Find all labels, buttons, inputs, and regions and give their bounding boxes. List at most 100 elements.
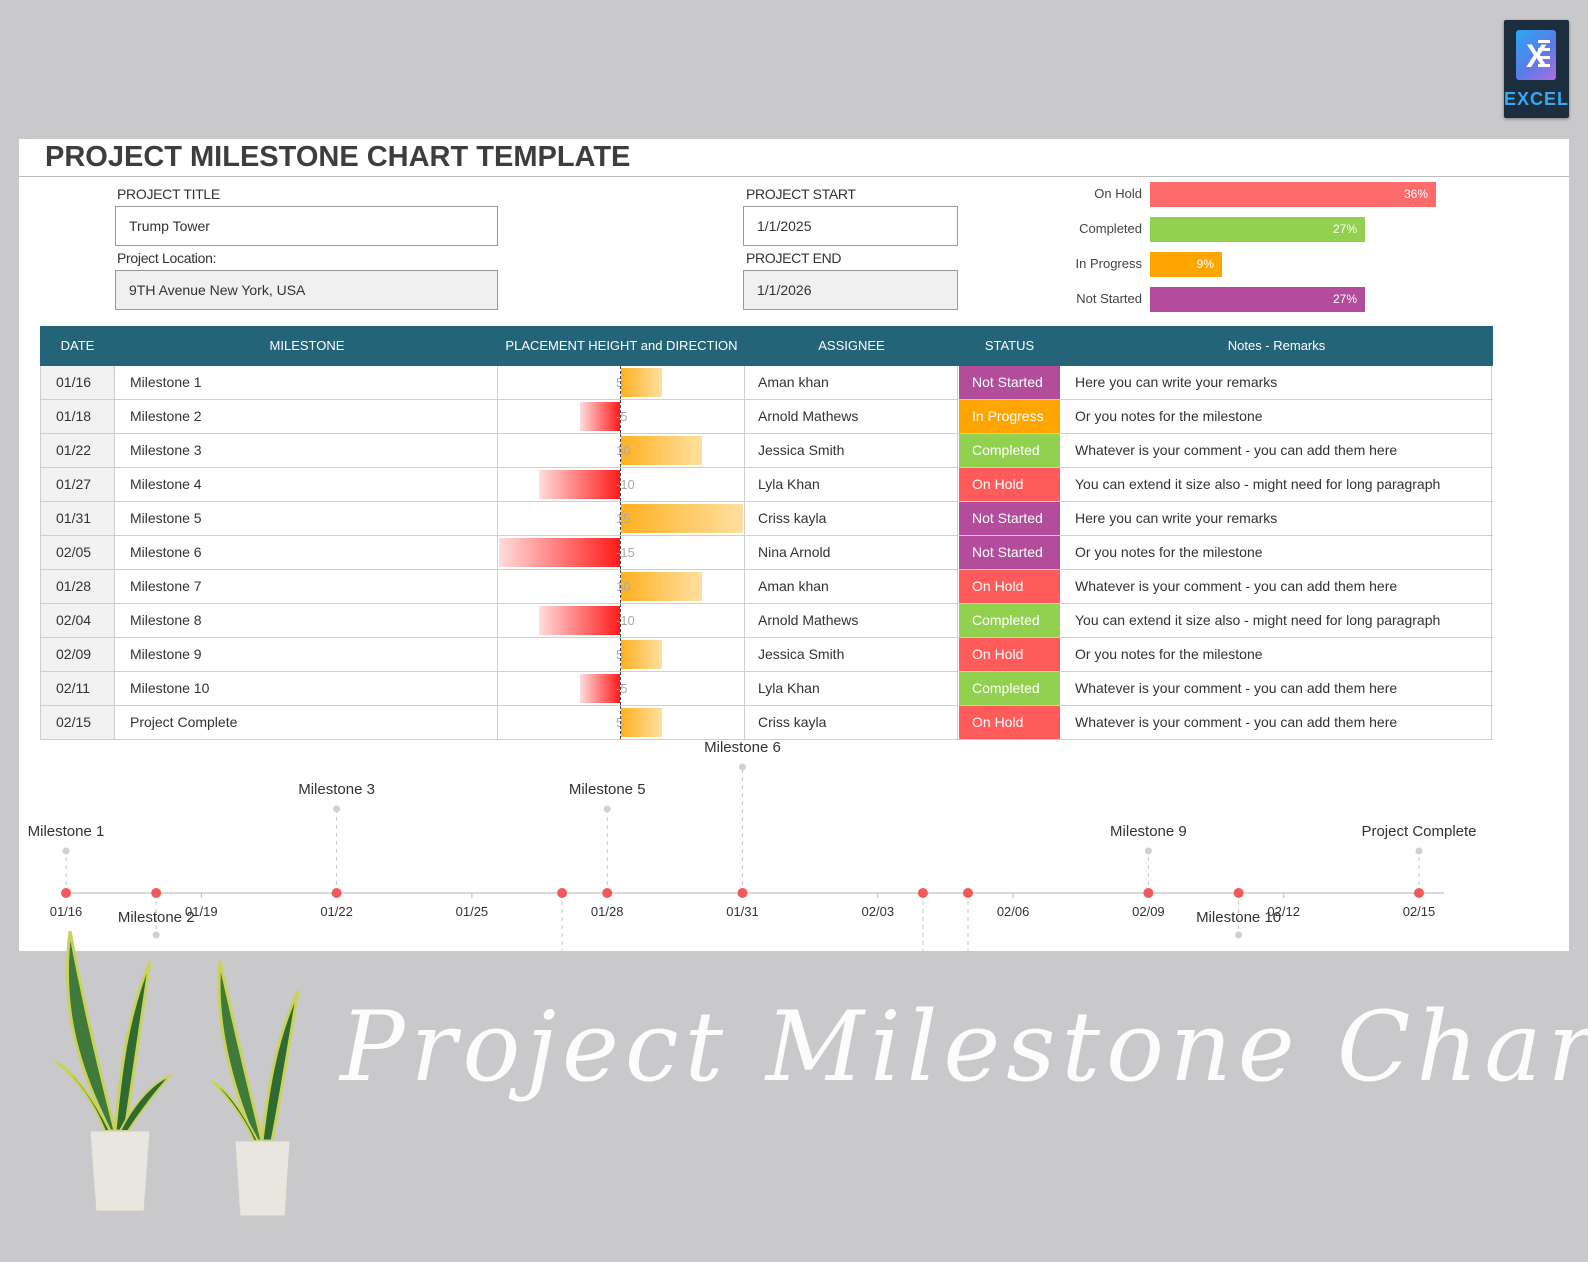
timeline-milestone-label: Milestone 2 <box>117 909 195 926</box>
table-row[interactable]: 01/31 Milestone 5 15 Criss kayla Not Started… <box>40 502 1493 536</box>
table-row[interactable]: 02/09 Milestone 9 5 Jessica Smith On Hold Or … <box>40 638 1493 672</box>
table-row[interactable]: 01/16 Milestone 1 5 Aman khan Not Started Her… <box>40 366 1493 400</box>
milestone-point <box>331 888 342 898</box>
cell-milestone[interactable]: Milestone 1 <box>116 366 498 399</box>
spreadsheet-sheet: PROJECT MILESTONE CHART TEMPLATE PROJECT… <box>19 139 1569 951</box>
project-end-field[interactable]: 1/1/2026 <box>743 270 958 310</box>
cell-status-badge[interactable]: Completed <box>959 604 1060 637</box>
cell-date[interactable]: 02/15 <box>40 706 115 739</box>
cell-status-badge[interactable]: Not Started <box>959 536 1060 569</box>
cell-assignee[interactable]: Arnold Mathews <box>745 604 958 637</box>
cell-placement[interactable]: -10 <box>499 604 745 637</box>
placement-value: 10 <box>616 443 631 458</box>
cell-notes[interactable]: Whatever is your comment - you can add t… <box>1061 672 1492 705</box>
cell-milestone[interactable]: Milestone 8 <box>116 604 498 637</box>
cell-milestone[interactable]: Milestone 4 <box>116 468 498 501</box>
cell-date[interactable]: 01/31 <box>40 502 115 535</box>
cell-date[interactable]: 02/05 <box>40 536 115 569</box>
plant-icon-2 <box>211 961 300 1217</box>
placement-value: -10 <box>616 477 635 492</box>
placement-axis <box>620 570 621 603</box>
cell-placement[interactable]: 10 <box>499 570 745 603</box>
cell-placement[interactable]: 10 <box>499 434 745 467</box>
cell-date[interactable]: 02/09 <box>40 638 115 671</box>
cell-assignee[interactable]: Criss kayla <box>745 706 958 739</box>
cell-notes[interactable]: Here you can write your remarks <box>1061 366 1492 399</box>
cell-milestone[interactable]: Milestone 6 <box>116 536 498 569</box>
cell-date[interactable]: 02/11 <box>40 672 115 705</box>
table-row[interactable]: 01/27 Milestone 4 -10 Lyla Khan On Hold You c… <box>40 468 1493 502</box>
cell-notes[interactable]: Or you notes for the milestone <box>1061 400 1492 433</box>
cell-date[interactable]: 01/27 <box>40 468 115 501</box>
cell-status-badge[interactable]: Completed <box>959 434 1060 467</box>
cell-placement[interactable]: -10 <box>499 468 745 501</box>
milestone-cap-point <box>333 805 341 813</box>
project-title-field[interactable]: Trump Tower <box>115 206 498 246</box>
table-row[interactable]: 02/04 Milestone 8 -10 Arnold Mathews Complet… <box>40 604 1493 638</box>
cell-milestone[interactable]: Milestone 10 <box>116 672 498 705</box>
cell-status-badge[interactable]: On Hold <box>959 706 1060 739</box>
table-row[interactable]: 02/05 Milestone 6 -15 Nina Arnold Not Starte… <box>40 536 1493 570</box>
cell-notes[interactable]: Or you notes for the milestone <box>1061 536 1492 569</box>
cell-assignee[interactable]: Jessica Smith <box>745 638 958 671</box>
timeline-tick-label: 02/09 <box>1132 904 1165 919</box>
cell-notes[interactable]: You can extend it size also - might need… <box>1061 604 1492 637</box>
table-row[interactable]: 01/28 Milestone 7 10 Aman khan On Hold Whatev… <box>40 570 1493 604</box>
cell-placement[interactable]: -5 <box>499 400 745 433</box>
cell-assignee[interactable]: Lyla Khan <box>745 672 958 705</box>
cell-milestone[interactable]: Milestone 2 <box>116 400 498 433</box>
cell-milestone[interactable]: Milestone 3 <box>116 434 498 467</box>
cell-status-badge[interactable]: In Progress <box>959 400 1060 433</box>
placement-value: -15 <box>616 545 635 560</box>
cell-date[interactable]: 01/28 <box>40 570 115 603</box>
placement-axis <box>620 706 621 739</box>
cell-assignee[interactable]: Arnold Mathews <box>745 400 958 433</box>
cell-notes[interactable]: Whatever is your comment - you can add t… <box>1061 434 1492 467</box>
header-status[interactable]: STATUS <box>984 338 1035 353</box>
cell-status-badge[interactable]: Not Started <box>959 366 1060 399</box>
cell-date[interactable]: 01/22 <box>40 434 115 467</box>
cell-placement[interactable]: -5 <box>499 672 745 705</box>
header-placement[interactable]: PLACEMENT HEIGHT and DIRECTION <box>505 338 738 353</box>
milestone-point <box>602 888 613 898</box>
header-milestone[interactable]: MILESTONE <box>269 338 345 353</box>
header-assignee[interactable]: ASSIGNEE <box>818 338 885 353</box>
cell-status-badge[interactable]: On Hold <box>959 468 1060 501</box>
cell-placement[interactable]: 15 <box>499 502 745 535</box>
cell-notes[interactable]: You can extend it size also - might need… <box>1061 468 1492 501</box>
cell-notes[interactable]: Here you can write your remarks <box>1061 502 1492 535</box>
cell-assignee[interactable]: Lyla Khan <box>745 468 958 501</box>
placement-axis <box>620 366 621 399</box>
table-row[interactable]: 02/11 Milestone 10 -5 Lyla Khan Completed Wha… <box>40 672 1493 706</box>
cell-date[interactable]: 01/18 <box>40 400 115 433</box>
table-row[interactable]: 01/22 Milestone 3 10 Jessica Smith Completed… <box>40 434 1493 468</box>
cell-milestone[interactable]: Milestone 9 <box>116 638 498 671</box>
cell-milestone[interactable]: Milestone 7 <box>116 570 498 603</box>
cell-assignee[interactable]: Criss kayla <box>745 502 958 535</box>
cell-date[interactable]: 01/16 <box>40 366 115 399</box>
cell-assignee[interactable]: Nina Arnold <box>745 536 958 569</box>
project-location-field[interactable]: 9TH Avenue New York, USA <box>115 270 498 310</box>
cell-date[interactable]: 02/04 <box>40 604 115 637</box>
cell-placement[interactable]: 5 <box>499 706 745 739</box>
header-notes[interactable]: Notes - Remarks <box>1227 338 1326 353</box>
cell-notes[interactable]: Whatever is your comment - you can add t… <box>1061 706 1492 739</box>
cell-milestone[interactable]: Project Complete <box>116 706 498 739</box>
cell-assignee[interactable]: Aman khan <box>745 570 958 603</box>
table-row[interactable]: 02/15 Project Complete 5 Criss kayla On Hold… <box>40 706 1493 740</box>
cell-placement[interactable]: -15 <box>498 536 745 569</box>
cell-notes[interactable]: Whatever is your comment - you can add t… <box>1061 570 1492 603</box>
cell-placement[interactable]: 5 <box>499 638 745 671</box>
cell-assignee[interactable]: Aman khan <box>745 366 958 399</box>
cell-status-badge[interactable]: Not Started <box>959 502 1060 535</box>
cell-status-badge[interactable]: On Hold <box>959 638 1060 671</box>
cell-assignee[interactable]: Jessica Smith <box>745 434 958 467</box>
cell-placement[interactable]: 5 <box>499 366 745 399</box>
project-start-field[interactable]: 1/1/2025 <box>743 206 958 246</box>
cell-milestone[interactable]: Milestone 5 <box>116 502 498 535</box>
table-row[interactable]: 01/18 Milestone 2 -5 Arnold Mathews In Progr… <box>40 400 1493 434</box>
cell-status-badge[interactable]: Completed <box>959 672 1060 705</box>
cell-status-badge[interactable]: On Hold <box>959 570 1060 603</box>
cell-notes[interactable]: Or you notes for the milestone <box>1061 638 1492 671</box>
header-date[interactable]: DATE <box>60 338 95 353</box>
